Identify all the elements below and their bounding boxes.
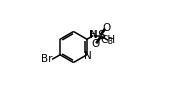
Text: O: O [91,39,99,49]
Text: O: O [102,22,110,33]
Text: N: N [90,30,98,41]
Text: S: S [97,29,105,42]
Text: H: H [89,30,97,41]
Text: N: N [84,51,92,61]
Text: Br: Br [41,54,52,64]
Text: CH: CH [100,35,115,45]
Text: 3: 3 [107,37,112,46]
